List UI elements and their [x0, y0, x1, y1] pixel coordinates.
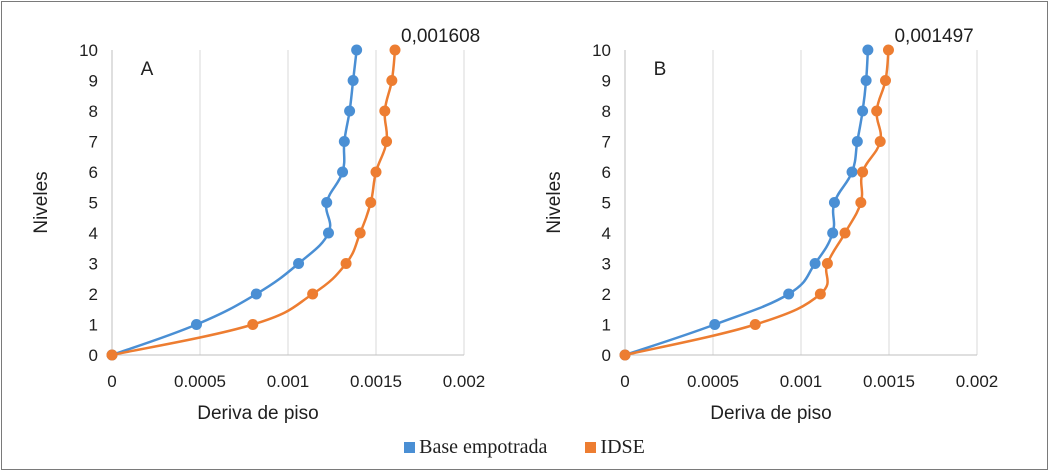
y-tick-label: 5 [602, 194, 611, 213]
data-point-idse [882, 44, 894, 56]
data-point-base-empotrada [828, 197, 840, 208]
chart-figure: 0 0.0005 0.001 0.0015 0.002012345678910Deriv… [31, 26, 999, 424]
data-point-idse [839, 227, 851, 239]
data-point-base-empotrada [783, 288, 795, 300]
legend-item-base: Base empotrada [404, 436, 547, 459]
series-line-base-empotrada [111, 49, 358, 357]
y-tick-label: 1 [602, 316, 611, 335]
data-point-idse [619, 349, 631, 361]
x-tick-label: 0 [107, 372, 116, 391]
x-tick-label: 0 [620, 372, 629, 391]
y-tick-label: 3 [602, 255, 611, 274]
data-point-idse [247, 319, 259, 330]
series-line-idse [624, 49, 890, 357]
y-tick-label: 2 [602, 285, 611, 304]
data-point-base-empotrada [709, 319, 721, 330]
data-point-idse [381, 136, 393, 147]
data-point-idse [821, 258, 833, 269]
x-tick-label: 0.002 [956, 372, 999, 391]
y-tick-label: 9 [602, 72, 611, 91]
y-tick-label: 3 [89, 255, 98, 274]
data-point-base-empotrada [293, 258, 305, 269]
x-tick-label: 0.0005 [687, 372, 739, 391]
data-point-idse [871, 105, 883, 117]
y-tick-label: 8 [89, 102, 98, 121]
data-point-base-empotrada [347, 75, 359, 86]
data-point-idse [749, 319, 761, 330]
y-tick-label: 5 [89, 194, 98, 213]
max-drift-annotation: 0,001497 [894, 26, 973, 47]
y-tick-label: 10 [592, 41, 611, 60]
data-point-base-empotrada [809, 258, 821, 269]
panel-label: B [654, 59, 667, 80]
data-point-base-empotrada [827, 227, 839, 239]
data-point-idse [386, 75, 398, 86]
y-tick-label: 6 [602, 163, 611, 182]
panel-label: A [141, 59, 154, 80]
x-tick-label: 0.0015 [863, 372, 915, 391]
data-point-idse [370, 166, 382, 178]
data-point-base-empotrada [338, 136, 350, 147]
data-point-idse [365, 197, 377, 208]
data-point-idse [814, 288, 826, 300]
data-point-base-empotrada [846, 166, 858, 178]
x-tick-label: 0.0005 [174, 372, 226, 391]
legend-item-idse: IDSE [585, 436, 645, 459]
legend-label-base: Base empotrada [419, 436, 548, 458]
y-tick-label: 7 [89, 133, 98, 152]
y-tick-label: 6 [89, 163, 98, 182]
y-tick-label: 0 [89, 346, 98, 365]
y-tick-label: 4 [89, 224, 98, 243]
y-axis-label: Niveles [31, 171, 52, 233]
y-tick-label: 1 [89, 316, 98, 335]
data-point-idse [307, 288, 319, 300]
y-tick-label: 0 [602, 346, 611, 365]
data-point-base-empotrada [321, 197, 333, 208]
x-axis-label: Deriva de piso [197, 403, 318, 424]
data-point-idse [389, 44, 401, 56]
data-point-idse [855, 197, 867, 208]
y-tick-label: 4 [602, 224, 611, 243]
data-point-idse [340, 258, 352, 269]
legend-swatch-idse [585, 442, 597, 453]
data-point-base-empotrada [322, 227, 334, 239]
data-point-idse [379, 105, 391, 117]
data-point-base-empotrada [351, 44, 363, 56]
data-point-idse [874, 136, 886, 147]
data-point-idse [879, 75, 891, 86]
y-tick-label: 8 [602, 102, 611, 121]
data-point-base-empotrada [857, 105, 869, 117]
data-point-idse [106, 349, 118, 361]
data-point-base-empotrada [862, 44, 874, 56]
x-axis-label: Deriva de piso [710, 403, 831, 424]
y-axis-label: Niveles [544, 171, 565, 233]
data-point-base-empotrada [344, 105, 356, 117]
y-tick-label: 10 [79, 41, 98, 60]
x-tick-label: 0.002 [443, 372, 486, 391]
y-tick-label: 9 [89, 72, 98, 91]
legend-swatch-base [404, 442, 416, 453]
data-point-idse [354, 227, 366, 239]
x-tick-label: 0.001 [267, 372, 310, 391]
data-point-base-empotrada [250, 288, 262, 300]
data-point-base-empotrada [860, 75, 872, 86]
chart-legend: Base empotrada IDSE [0, 436, 1049, 459]
series-line-idse [111, 49, 397, 357]
data-point-base-empotrada [337, 166, 349, 178]
x-tick-label: 0.0015 [350, 372, 402, 391]
data-point-base-empotrada [190, 319, 202, 330]
y-tick-label: 7 [602, 133, 611, 152]
data-point-base-empotrada [851, 136, 863, 147]
data-point-idse [857, 166, 869, 178]
y-tick-label: 2 [89, 285, 98, 304]
x-tick-label: 0.001 [780, 372, 823, 391]
max-drift-annotation: 0,001608 [401, 26, 480, 47]
legend-label-idse: IDSE [600, 436, 645, 458]
